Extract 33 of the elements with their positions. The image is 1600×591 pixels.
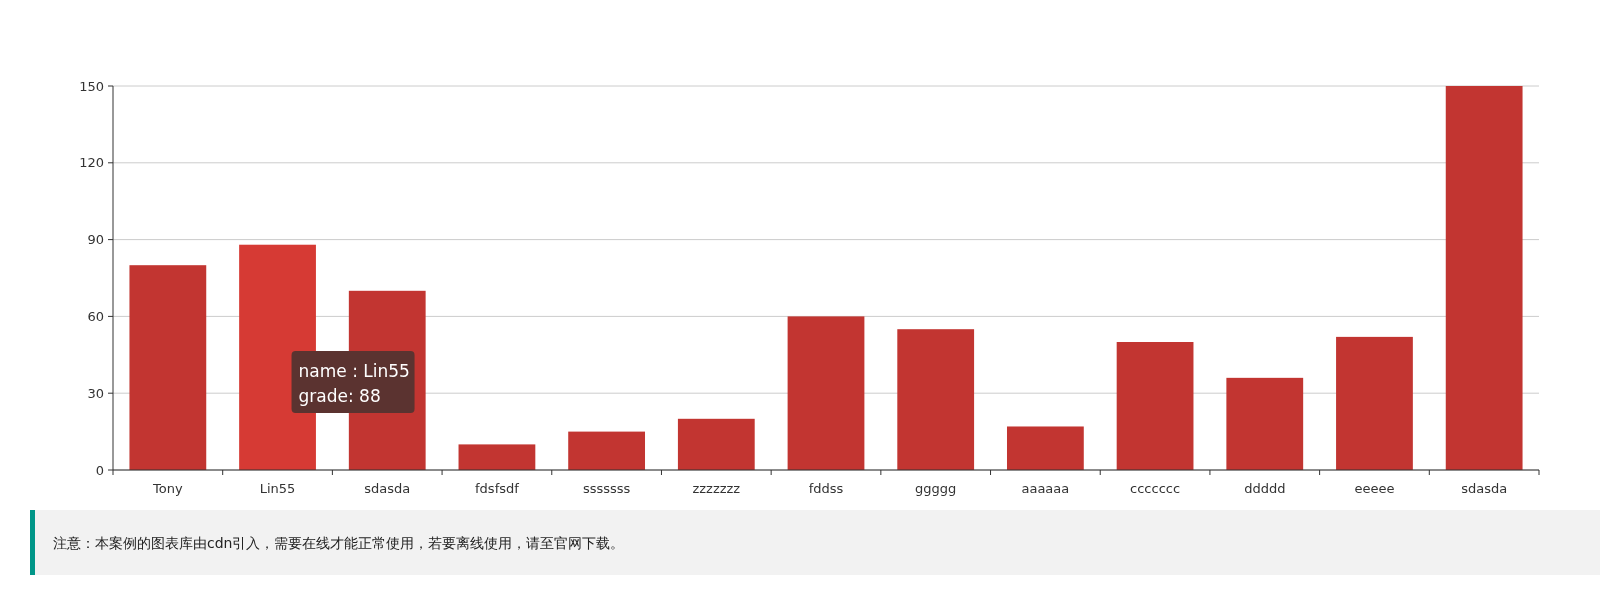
x-tick-label: ddddd xyxy=(1244,481,1286,496)
x-tick-label: eeeee xyxy=(1354,481,1395,496)
x-tick-label: Lin55 xyxy=(259,481,296,496)
text: 注意：本案例的图表库由cdn引入，需要在线才能正常使用，若要离线使用，请至官网下载。 xyxy=(53,535,625,551)
annotation: grade: 88 xyxy=(298,386,381,406)
x-tick-label: Tony xyxy=(152,481,183,496)
y-tick-label: 30 xyxy=(87,385,104,401)
bar xyxy=(897,329,975,470)
y-tick-label: 0 xyxy=(95,462,104,478)
x-tick-label: sdasda xyxy=(364,481,411,496)
y-tick-label: 90 xyxy=(87,232,104,248)
x-tick-label: zzzzzzz xyxy=(692,481,741,496)
bar xyxy=(677,418,755,470)
x-tick-label: aaaaaa xyxy=(1021,481,1070,496)
bar xyxy=(787,316,865,470)
y-tick-label: 120 xyxy=(79,155,104,171)
x-tick-label: ccccccc xyxy=(1130,481,1181,496)
bar xyxy=(129,265,207,470)
x-tick-label: sdasda xyxy=(1461,481,1508,496)
bar xyxy=(1445,86,1523,470)
bar xyxy=(458,444,536,470)
x-tick-label: ggggg xyxy=(915,481,957,496)
bar xyxy=(1116,342,1194,470)
x-tick-label: fdsfsdf xyxy=(475,481,520,496)
bar xyxy=(1006,426,1084,470)
bar xyxy=(1226,377,1304,470)
y-tick-label: 150 xyxy=(79,78,104,94)
y-tick-label: 60 xyxy=(87,308,104,324)
x-tick-label: fddss xyxy=(808,481,844,496)
x-tick-label: sssssss xyxy=(582,481,631,496)
bar xyxy=(1336,336,1413,470)
annotation: name : Lin55 xyxy=(298,361,410,381)
bar xyxy=(568,431,646,470)
